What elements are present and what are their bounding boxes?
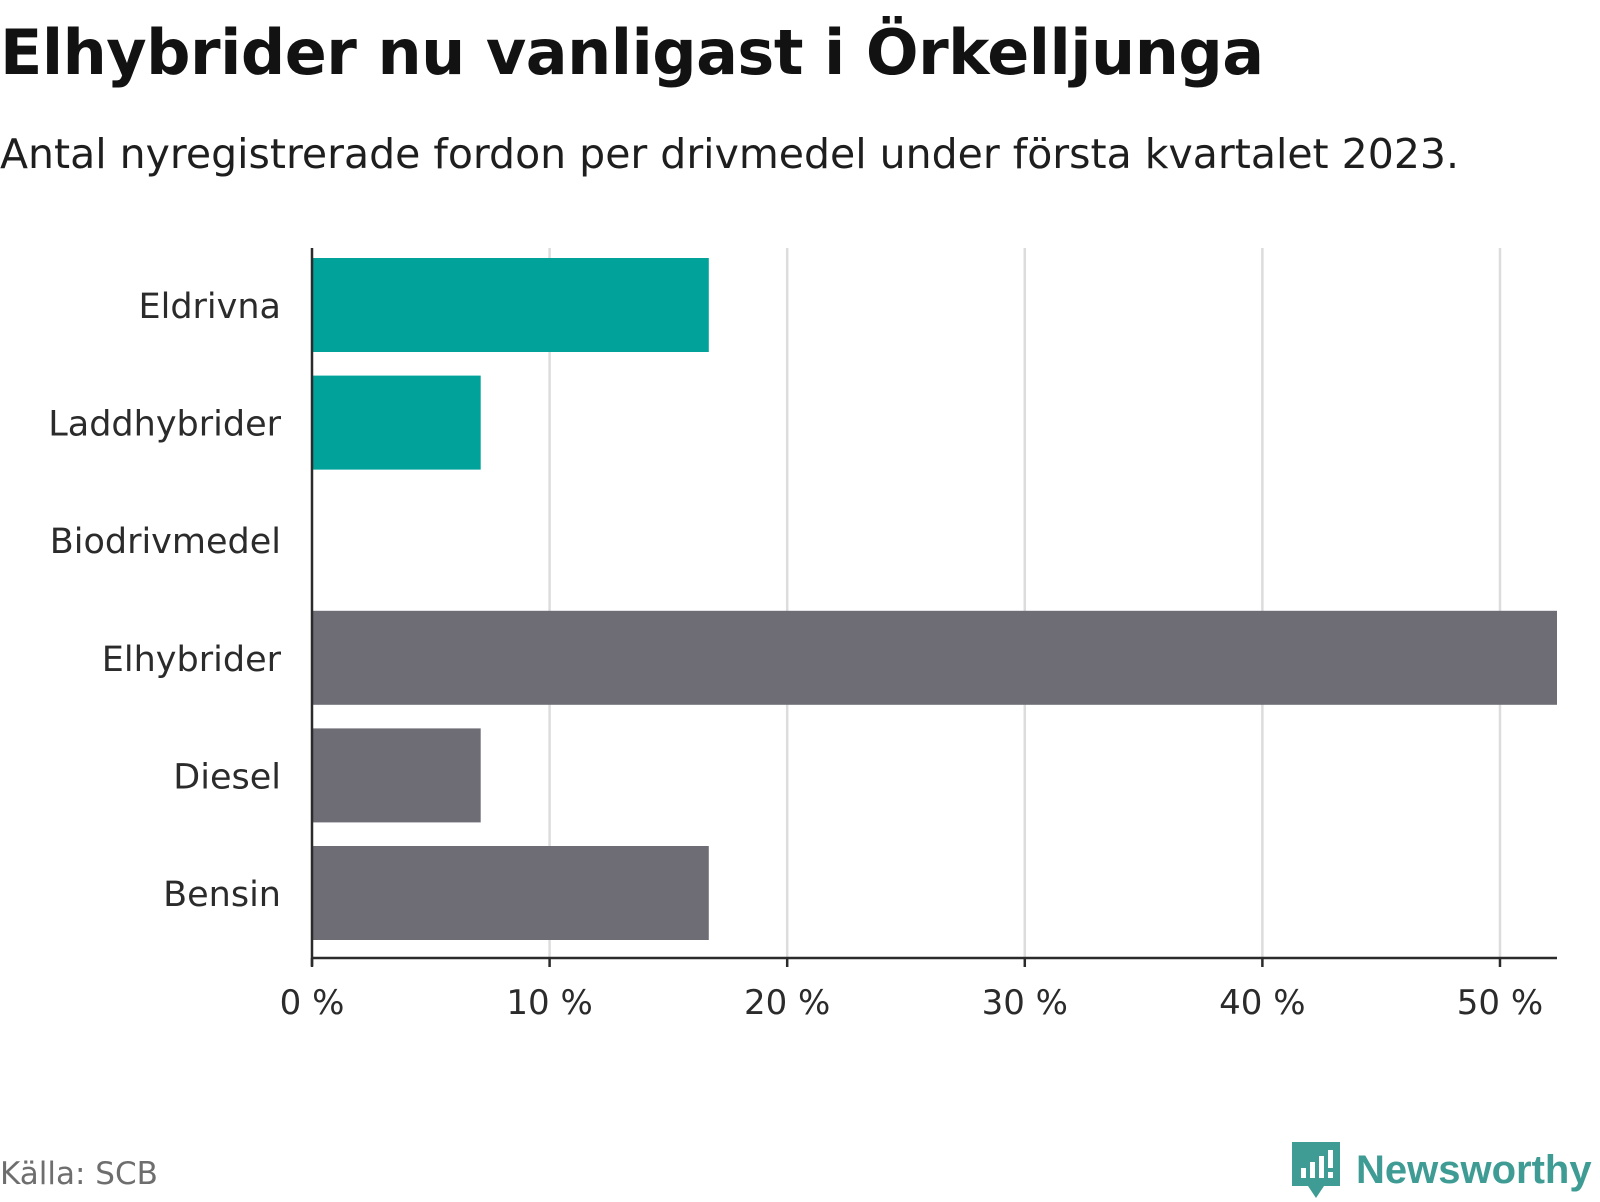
- category-label: Eldrivna: [138, 287, 281, 327]
- chart-subtitle: Antal nyregistrerade fordon per drivmede…: [0, 130, 1460, 178]
- newsworthy-logo-icon: [1292, 1142, 1340, 1198]
- x-tick-label: 50 %: [1457, 983, 1543, 1023]
- category-label: Bensin: [163, 875, 281, 915]
- x-tick-label: 30 %: [982, 983, 1068, 1023]
- bar: [312, 610, 1557, 705]
- x-tick-label: 20 %: [744, 983, 830, 1023]
- brand-logo: Newsworthy: [1290, 1138, 1592, 1202]
- bar-chart: Eldrivna Laddhybrider Biodrivmedel Elhybrid…: [48, 248, 1557, 1023]
- x-tick-label: 0 %: [280, 983, 345, 1023]
- bar: [312, 375, 481, 470]
- bar: [312, 728, 481, 823]
- category-label: Biodrivmedel: [50, 522, 281, 562]
- category-label: Laddhybrider: [48, 405, 281, 445]
- source-note: Källa: SCB: [0, 1156, 158, 1192]
- bar: [312, 846, 709, 940]
- brand-name: Newsworthy: [1356, 1147, 1592, 1192]
- category-label: Elhybrider: [102, 640, 282, 680]
- chart-title: Elhybrider nu vanligast i Örkelljunga: [0, 16, 1264, 89]
- x-tick-label: 40 %: [1219, 983, 1305, 1023]
- bar: [312, 258, 709, 352]
- x-tick-label: 10 %: [506, 983, 592, 1023]
- category-label: Diesel: [173, 757, 281, 797]
